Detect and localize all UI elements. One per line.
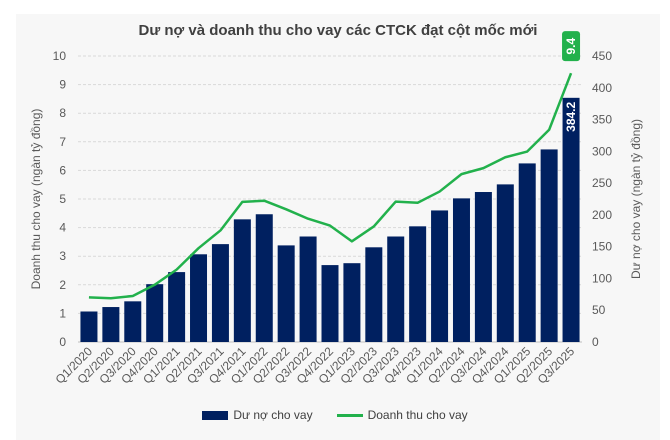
y-left-tick-label: 6 xyxy=(59,163,66,177)
bar xyxy=(562,97,580,343)
bar xyxy=(431,210,449,342)
line-data-label-box xyxy=(562,31,581,62)
bar xyxy=(496,184,514,342)
bar xyxy=(277,245,295,342)
bar xyxy=(102,307,120,342)
y-right-tick-label: 450 xyxy=(592,49,612,63)
y-left-tick-label: 8 xyxy=(59,106,66,120)
y-right-tick-label: 0 xyxy=(592,335,599,349)
bar xyxy=(124,301,142,342)
bar xyxy=(233,219,251,342)
bar xyxy=(321,265,339,342)
y-left-tick-label: 0 xyxy=(59,335,66,349)
y-right-tick-label: 150 xyxy=(592,240,612,254)
y-right-tick-label: 100 xyxy=(592,271,612,285)
chart-title: Dư nợ và doanh thu cho vay các CTCK đạt … xyxy=(138,22,538,39)
legend-swatch-bar xyxy=(202,410,229,420)
bar xyxy=(190,254,208,342)
line-data-label: 9.4 xyxy=(564,37,578,54)
y-right-tick-label: 350 xyxy=(592,113,612,127)
bar-data-label: 384.2 xyxy=(564,101,578,131)
y-left-tick-label: 1 xyxy=(59,306,66,320)
bar xyxy=(299,236,317,342)
bar xyxy=(474,192,492,342)
y-right-tick-label: 300 xyxy=(592,144,612,158)
legend-label-bar: Dư nợ cho vay xyxy=(233,408,313,422)
y-left-axis-label: Doanh thu cho vay (ngàn tỷ đồng) xyxy=(29,109,43,290)
y-right-axis-label: Dư nợ cho vay (ngàn tỷ đồng) xyxy=(629,119,643,279)
legend: Dư nợ cho vay Doanh thu cho vay xyxy=(0,408,670,422)
legend-item-line: Doanh thu cho vay xyxy=(336,408,468,422)
y-right-tick-label: 250 xyxy=(592,176,612,190)
bar xyxy=(146,284,164,342)
bar xyxy=(80,311,98,342)
y-right-tick-label: 50 xyxy=(592,303,606,317)
y-left-tick-label: 9 xyxy=(59,78,66,92)
y-left-tick-label: 10 xyxy=(53,49,67,63)
bar xyxy=(343,263,361,342)
legend-item-bar: Dư nợ cho vay xyxy=(202,408,313,422)
bar xyxy=(518,163,536,342)
legend-swatch-line xyxy=(336,413,363,417)
y-left-tick-label: 3 xyxy=(59,249,66,263)
bar xyxy=(409,226,427,342)
legend-label-line: Doanh thu cho vay xyxy=(367,408,468,422)
bar xyxy=(365,247,383,342)
bar xyxy=(211,244,229,342)
y-right-tick-label: 200 xyxy=(592,208,612,222)
y-left-tick-label: 5 xyxy=(59,192,66,206)
bar xyxy=(255,214,273,342)
y-left-tick-label: 7 xyxy=(59,135,66,149)
y-left-tick-label: 2 xyxy=(59,278,66,292)
bar xyxy=(387,236,405,342)
bar xyxy=(168,272,186,342)
y-left-tick-label: 4 xyxy=(59,221,66,235)
y-right-tick-label: 400 xyxy=(592,81,612,95)
bar xyxy=(452,198,470,342)
bar xyxy=(540,149,558,342)
